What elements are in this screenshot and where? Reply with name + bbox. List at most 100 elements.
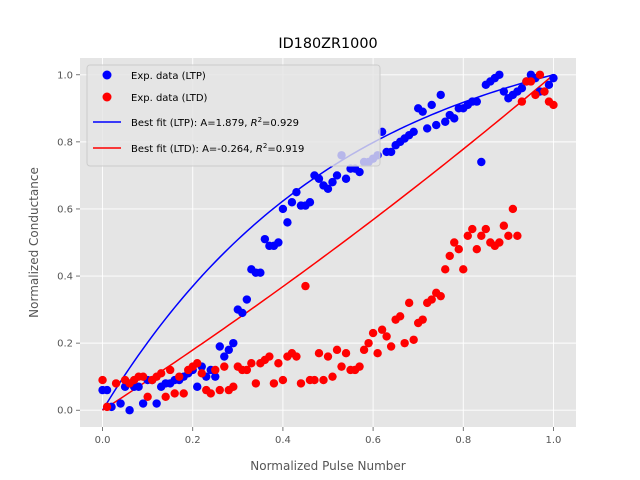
legend-marker-ltd [102,92,112,102]
chart-title: ID180ZR1000 [278,36,377,52]
ltd-data-point [274,359,283,368]
ltd-data-point [278,375,288,385]
ltp-data-point [125,406,134,415]
ltd-data-point [481,224,491,234]
ltd-data-point [265,352,274,361]
ltp-data-point [211,372,220,381]
ltd-data-point [143,392,152,402]
ltp-data-point [332,171,342,180]
ltp-fit-line [101,74,554,411]
ltd-data-point [382,332,391,341]
ltd-fit-line [102,74,554,411]
ltp-data-point [238,308,247,318]
ltd-data-point [508,204,518,214]
ltd-data-point [386,342,396,351]
y-axis-label: Normalized Conductance [27,167,41,318]
ltp-data-point [229,338,238,348]
ltp-data-point [134,382,143,391]
ltd-data-point [468,224,477,234]
ltp-data-point [549,73,558,83]
ltp-data-point [386,147,396,157]
ltp-data-point [472,97,481,106]
ltp-data-point [292,187,301,197]
ltd-data-point [404,298,414,308]
ltd-data-point [296,379,306,388]
ltd-data-point [517,97,527,106]
legend: Exp. data (LTP) Exp. data (LTD) Best fit… [86,64,381,167]
ltp-data-point [116,399,125,408]
ltd-data-point [175,372,184,381]
ltp-data-point [441,117,450,126]
ltd-data-point [251,379,261,388]
ltd-data-point [156,369,166,378]
ltd-data-point [193,359,202,368]
ltp-data-point [427,100,436,110]
ltp-data-point [517,83,527,93]
ltp-data-point [341,174,351,183]
ltp-data-point [418,107,427,116]
ltd-data-point [341,349,351,358]
ltp-data-point [436,90,445,100]
legend-box [86,64,381,167]
ltp-data-point [323,184,333,194]
y-tick-label: 0.4 [57,272,73,283]
ltd-data-point [450,238,459,247]
ltd-data-point [111,379,121,388]
ltd-data-point [215,385,224,395]
ltp-data-point [215,342,224,351]
x-tick-label: 0.4 [275,435,291,446]
ltd-data-point [418,315,427,324]
x-axis-label: Normalized Pulse Number [250,459,406,473]
ltp-data-point [224,345,233,355]
ltd-data-point [373,349,382,358]
ltd-data-point [355,362,364,371]
ltp-data-point [450,114,459,123]
ltd-data-point [179,389,188,398]
y-tick-label: 0.0 [57,406,73,417]
ltp-data-point [477,157,486,167]
ltd-data-point [301,281,310,291]
y-axis-ticks: 0.0 0.2 0.4 0.6 0.8 1.0 [57,70,80,417]
ltd-data-point [247,359,256,368]
ltd-data-point [540,87,549,96]
ltd-data-point [504,231,513,240]
ltd-data-point [165,365,175,375]
ltd-data-point [102,402,112,412]
ltp-data-point [152,399,161,408]
ltd-data-point [531,90,540,100]
ltp-data-point [220,352,229,361]
ltd-data-point [310,375,319,385]
ltp-data-point [102,385,112,395]
ltd-data-point [98,375,107,385]
x-axis-ticks: 0.0 0.2 0.4 0.6 0.8 1.0 [95,427,561,446]
ltd-data-point [328,372,337,381]
ltd-data-point [499,221,509,230]
ltp-data-point [423,124,432,133]
y-tick-label: 0.6 [57,204,73,215]
ltd-data-point [138,372,148,381]
ltd-data-point [427,295,436,304]
ltd-data-point [445,251,454,261]
ltd-data-point [337,362,346,371]
ltd-data-point [368,328,378,338]
x-tick-label: 0.8 [455,435,471,446]
legend-label-ltp-fit: Best fit (LTP): A=1.879, R2=0.929 [131,116,299,129]
ltp-data-point [314,174,324,183]
ltp-data-point [138,399,148,408]
ltd-data-point [377,325,387,334]
ltd-data-point [161,392,170,402]
ltp-data-point [305,198,315,207]
ltd-data-point [220,362,229,371]
ltd-data-point [495,238,504,247]
ltd-data-point [436,291,445,301]
ltp-data-point [328,177,337,187]
ltd-data-point [242,365,252,375]
ltp-data-point [193,382,202,391]
ltp-data-point [544,80,554,90]
y-tick-label: 1.0 [57,70,73,81]
ltd-data-point [400,338,409,348]
ltd-data-point [211,365,220,375]
ltp-data-point [409,127,418,136]
ltp-data-point [256,268,265,277]
